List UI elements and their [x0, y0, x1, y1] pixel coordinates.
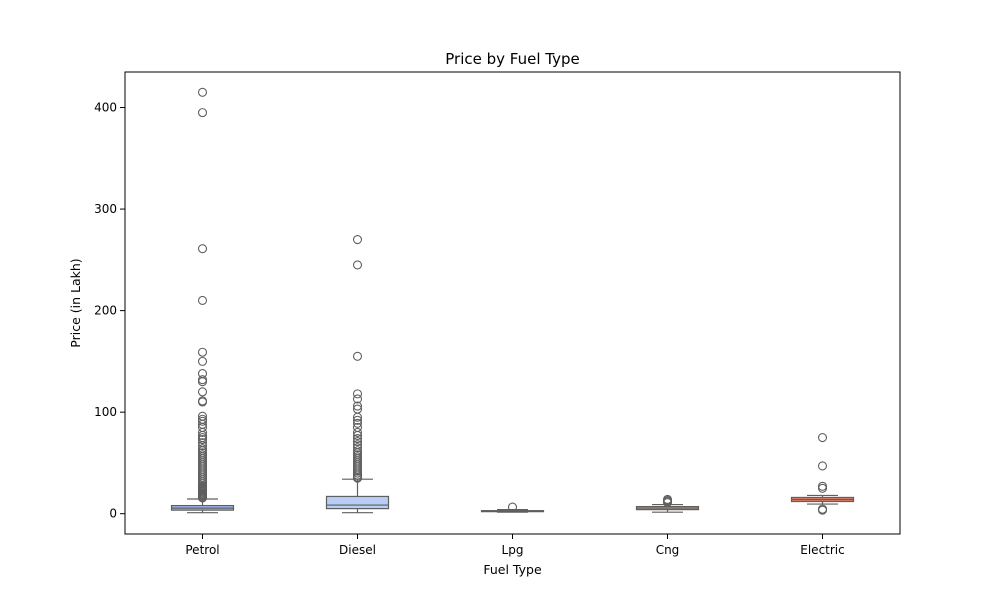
x-tick-label: Diesel	[339, 543, 376, 557]
outlier-point	[662, 497, 673, 508]
outlier-point	[352, 234, 363, 245]
outlier-point	[352, 351, 363, 361]
outlier-point	[352, 389, 363, 399]
outlier-point	[352, 443, 363, 453]
y-tick-label: 300	[94, 202, 117, 216]
outlier-point	[817, 505, 828, 515]
outlier-point	[197, 295, 208, 306]
outlier-point	[197, 87, 208, 97]
outlier-point	[352, 415, 363, 425]
outlier-point	[352, 394, 363, 404]
outlier-point	[197, 397, 208, 407]
outlier-point	[197, 244, 208, 254]
y-tick-label: 100	[94, 405, 117, 419]
y-axis: 0 100 200 300 400	[94, 101, 125, 521]
plot-frame	[124, 71, 901, 535]
outlier-point	[352, 473, 363, 483]
x-tick-label: Lpg	[502, 543, 524, 557]
outlier-point	[352, 418, 363, 428]
outlier-point	[197, 347, 208, 357]
box-group-lpg	[480, 502, 545, 513]
box-group-petrol	[170, 87, 235, 514]
x-tick-label: Electric	[800, 543, 844, 557]
x-axis-label: Fuel Type	[483, 562, 542, 577]
x-tick-label: Cng	[656, 543, 680, 557]
outlier-point	[197, 356, 208, 366]
x-axis: Petrol Diesel Lpg Cng Electric	[185, 534, 845, 557]
outlier-point	[197, 108, 208, 118]
outlier-point	[197, 387, 208, 397]
y-axis-label: Price (in Lakh)	[68, 258, 83, 347]
y-tick-label: 200	[94, 304, 117, 318]
outlier-point	[352, 401, 363, 411]
outlier-point	[817, 432, 828, 443]
iqr-box	[325, 495, 390, 510]
x-tick-label: Petrol	[185, 543, 219, 557]
outlier-point	[352, 427, 363, 438]
outlier-point	[197, 377, 208, 387]
box-group-diesel	[325, 234, 390, 514]
outlier-point	[352, 434, 363, 444]
y-tick-label: 0	[109, 507, 117, 521]
outlier-point	[817, 483, 828, 493]
outlier-point	[197, 427, 208, 438]
outlier-point	[352, 430, 363, 441]
y-tick-label: 400	[94, 101, 117, 115]
outlier-point	[352, 412, 363, 422]
outlier-point	[507, 502, 518, 512]
outlier-point	[817, 461, 828, 471]
box-group-electric	[790, 432, 855, 515]
chart-title: Price by Fuel Type	[445, 50, 579, 68]
outlier-point	[197, 493, 208, 503]
outlier-point	[352, 437, 363, 447]
outlier-point	[197, 435, 208, 445]
outlier-point	[352, 260, 363, 270]
plot-area	[170, 87, 855, 515]
outlier-point	[197, 416, 208, 426]
outlier-point	[197, 441, 208, 451]
box-group-cng	[635, 494, 700, 513]
